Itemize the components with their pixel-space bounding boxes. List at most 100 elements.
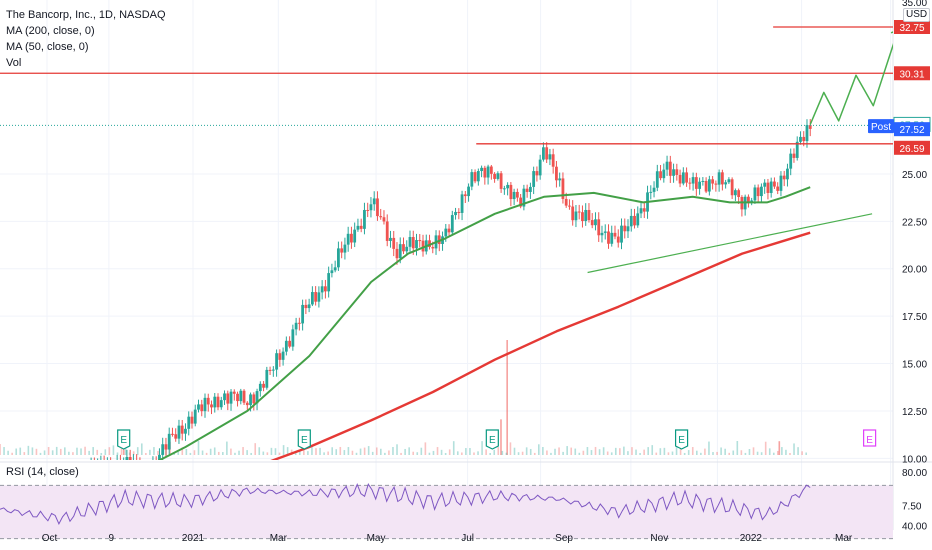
- candle: [323, 286, 327, 292]
- candle: [96, 465, 99, 473]
- volume-bar: [149, 449, 151, 455]
- candle: [392, 237, 396, 249]
- candle: [548, 154, 552, 160]
- volume-bar: [700, 452, 702, 455]
- candle: [675, 169, 679, 175]
- candle: [747, 196, 750, 204]
- volume-bar: [120, 447, 123, 455]
- volume-bar: [655, 452, 658, 455]
- volume-bar: [51, 450, 54, 455]
- volume-bar: [465, 448, 467, 455]
- candle: [379, 216, 383, 218]
- volume-bar: [500, 419, 502, 455]
- currency-label[interactable]: USD: [903, 8, 931, 22]
- volume-bar: [226, 441, 228, 455]
- volume-bar: [481, 441, 483, 455]
- volume-bar: [72, 452, 74, 455]
- volume-bar: [663, 447, 666, 455]
- candle: [350, 233, 353, 243]
- candle: [193, 409, 197, 424]
- candle: [109, 464, 112, 470]
- earnings-marker[interactable]: E: [674, 429, 689, 450]
- volume-bar: [542, 447, 544, 455]
- volume-bar: [509, 442, 512, 455]
- candle: [789, 153, 793, 169]
- rsi-legend[interactable]: RSI (14, close): [6, 466, 79, 478]
- volume-bar: [704, 448, 706, 455]
- price-label: 27.52: [894, 122, 930, 137]
- volume-bar: [777, 450, 779, 455]
- earnings-marker[interactable]: E: [297, 429, 311, 450]
- volume-bar: [315, 448, 317, 455]
- volume-bar: [643, 449, 645, 455]
- candle: [265, 369, 269, 388]
- candle: [330, 270, 334, 274]
- volume-bar: [298, 449, 301, 455]
- candle: [353, 229, 357, 243]
- candle: [623, 225, 627, 232]
- price-label: 32.75: [894, 20, 930, 34]
- candle: [421, 240, 425, 252]
- symbol-title[interactable]: The Bancorp, Inc., 1D, NASDAQ: [6, 9, 166, 21]
- volume-bar: [230, 448, 232, 455]
- volume-legend[interactable]: Vol: [6, 57, 22, 69]
- y-tick-label: 20.00: [902, 265, 927, 276]
- candle: [639, 208, 643, 214]
- candle: [405, 246, 409, 252]
- candle: [795, 141, 799, 158]
- volume-bar: [3, 447, 5, 455]
- candle: [551, 154, 555, 167]
- candle: [620, 225, 623, 243]
- earnings-marker[interactable]: E: [117, 429, 131, 450]
- candle: [483, 167, 487, 178]
- volume-bar: [47, 447, 50, 455]
- volume-bar: [428, 452, 431, 455]
- candle: [203, 397, 207, 412]
- candle: [616, 236, 620, 243]
- candles: [90, 119, 812, 476]
- volume-bar: [506, 340, 508, 455]
- candle: [668, 161, 672, 176]
- candle: [525, 188, 529, 192]
- earnings-marker[interactable]: E: [863, 429, 877, 447]
- candle: [555, 166, 558, 181]
- volume-bar: [432, 450, 435, 455]
- candle: [139, 464, 142, 476]
- candle: [415, 240, 418, 249]
- volume-bar: [691, 447, 694, 455]
- candle: [763, 182, 767, 187]
- candle: [310, 292, 314, 305]
- volume-bar: [363, 447, 366, 455]
- volume-bar: [181, 447, 184, 455]
- candle: [197, 404, 200, 410]
- candle: [119, 462, 122, 470]
- candle: [730, 179, 734, 196]
- volume-bar: [448, 449, 451, 455]
- ma200-legend[interactable]: MA (200, close, 0): [6, 25, 95, 37]
- volume-bar: [606, 451, 609, 455]
- candle: [444, 228, 448, 237]
- volume-bar: [610, 452, 613, 455]
- volume-bar: [31, 447, 34, 455]
- candle: [659, 171, 662, 179]
- volume-bar: [128, 452, 131, 455]
- candle: [304, 304, 308, 309]
- volume-bar: [772, 452, 775, 455]
- volume-bar: [408, 447, 410, 455]
- earnings-marker[interactable]: E: [485, 429, 499, 450]
- candle: [385, 221, 389, 241]
- volume-bar: [185, 449, 188, 455]
- candle: [359, 225, 363, 229]
- ma50-legend[interactable]: MA (50, close, 0): [6, 41, 89, 53]
- candle: [733, 190, 737, 196]
- volume-bar: [39, 452, 42, 455]
- candle: [629, 215, 633, 227]
- candle: [766, 182, 770, 193]
- earnings-badge: [863, 429, 877, 447]
- candle: [600, 232, 604, 236]
- volume-bar: [140, 443, 143, 455]
- volume-bar: [347, 447, 350, 455]
- rsi-line: [0, 483, 811, 525]
- volume-bar: [35, 448, 38, 455]
